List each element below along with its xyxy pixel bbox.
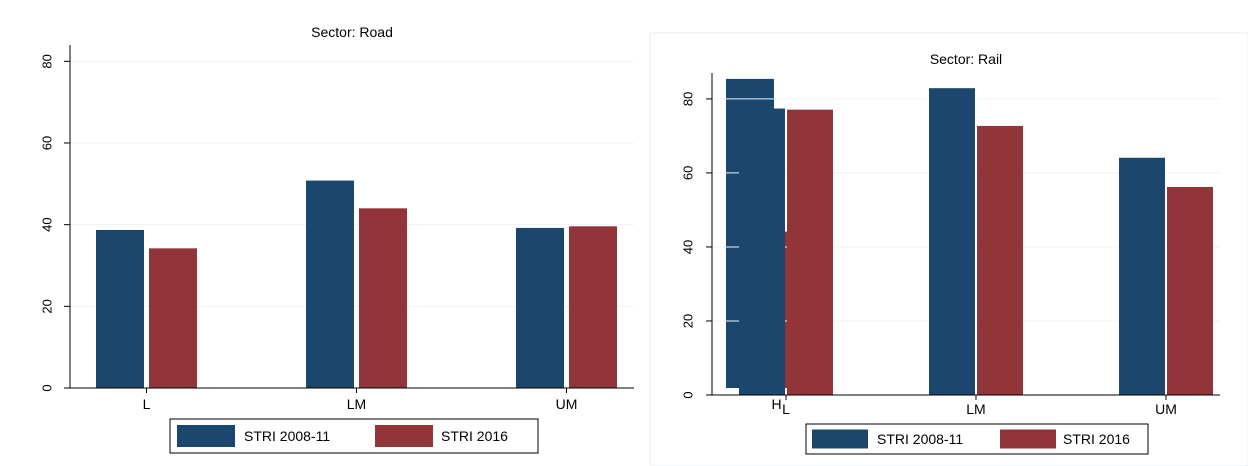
bar-stri-2008-11-l — [739, 108, 785, 395]
y-tick-label: 20 — [40, 299, 55, 313]
rail-chart-panel: 0 20 40 60 80 L LM UM H Sector: Rail STRI 2008-11 S… — [649, 32, 1248, 466]
bar-stri-2016-l — [787, 109, 833, 395]
x-tick-label: UM — [556, 396, 578, 412]
bar-stri-2016-lm — [977, 125, 1023, 395]
legend-label: STRI 2008-11 — [877, 431, 963, 447]
chart-title: Sector: Road — [311, 24, 393, 40]
legend-swatch — [177, 425, 235, 447]
legend-swatch — [1000, 429, 1056, 449]
road-chart-panel: 0 20 40 60 80 L LM UM H Sector: Road STRI 2008-11 S… — [40, 24, 827, 454]
bar-stri-2016-lm — [359, 208, 407, 388]
y-tick-label: 80 — [681, 92, 696, 106]
bar-stri-2016-um — [569, 226, 617, 388]
bar-stri-2008-11-l — [96, 229, 144, 388]
y-tick-label: 60 — [40, 136, 55, 150]
legend-label: STRI 2016 — [1063, 431, 1130, 447]
bar-stri-2008-11-lm — [929, 88, 975, 395]
y-tick-label: 80 — [40, 54, 55, 68]
x-tick-label: L — [143, 396, 151, 412]
bar-stri-2016-l — [149, 248, 197, 388]
chart-title: Sector: Rail — [930, 51, 1002, 67]
x-tick-label: L — [782, 401, 790, 417]
y-tick-label: 40 — [681, 240, 696, 254]
bar-stri-2008-11-um — [516, 227, 564, 388]
bar-stri-2008-11-lm — [306, 180, 354, 388]
bar-stri-2016-um — [1167, 186, 1213, 395]
x-tick-label: LM — [347, 396, 366, 412]
legend-swatch — [375, 425, 433, 447]
x-tick-label: H — [771, 396, 781, 412]
x-tick-label: UM — [1155, 401, 1177, 417]
panel-frame — [649, 32, 1248, 466]
legend-label: STRI 2016 — [441, 428, 508, 444]
y-tick-label: 0 — [681, 391, 696, 398]
x-tick-label: LM — [966, 401, 985, 417]
legend-label: STRI 2008-11 — [244, 428, 330, 444]
bar-stri-2008-11-um — [1119, 157, 1165, 395]
y-tick-label: 20 — [681, 314, 696, 328]
y-tick-label: 60 — [681, 166, 696, 180]
y-tick-label: 0 — [40, 384, 55, 391]
legend-swatch — [812, 429, 868, 449]
y-tick-label: 40 — [40, 217, 55, 231]
